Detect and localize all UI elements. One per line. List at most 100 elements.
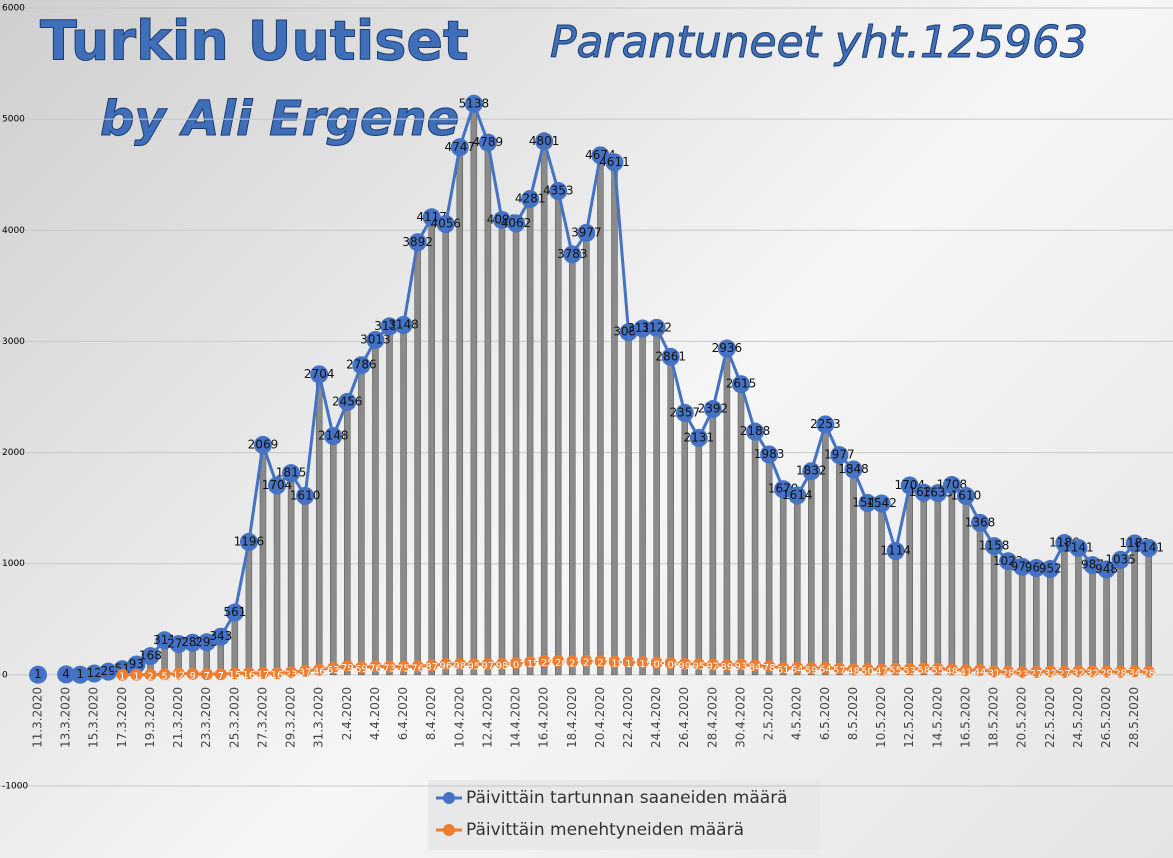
point — [1086, 665, 1099, 678]
drop-bar — [681, 412, 689, 676]
drop-bar — [372, 339, 379, 676]
point — [805, 662, 818, 675]
x-tick-label: 24.4.2020 — [649, 687, 663, 748]
point — [369, 660, 382, 673]
point — [605, 153, 624, 172]
x-tick-label: 19.3.2020 — [143, 687, 157, 748]
data-label: 1610 — [951, 488, 982, 502]
drop-bar — [231, 612, 239, 676]
y-tick-label: 2000 — [2, 448, 25, 458]
data-label: 168 — [139, 649, 162, 663]
point — [774, 480, 793, 499]
x-tick-label: 31.3.2020 — [312, 687, 326, 748]
point — [872, 494, 891, 513]
data-label: 289 — [181, 635, 204, 649]
data-label: 95 — [467, 661, 480, 672]
point — [675, 403, 694, 422]
drop-bar — [864, 502, 871, 676]
drop-bar — [554, 190, 562, 676]
drop-bar — [287, 472, 295, 676]
point — [453, 657, 466, 670]
data-label: 97 — [482, 661, 495, 672]
data-label: 948 — [1095, 562, 1118, 576]
point — [155, 631, 174, 650]
x-tick-label: 28.4.2020 — [705, 687, 719, 748]
point — [1041, 560, 1060, 579]
point — [689, 429, 708, 448]
point — [467, 658, 480, 671]
point — [411, 660, 424, 673]
x-tick-label: 16.4.2020 — [537, 687, 551, 748]
point — [985, 537, 1004, 556]
x-tick-label: 6.5.2020 — [818, 687, 832, 740]
data-label: 2392 — [698, 402, 729, 416]
data-label: 64 — [791, 665, 804, 676]
drop-bar — [330, 435, 337, 676]
data-label: 4281 — [515, 192, 546, 206]
drop-bar — [1145, 547, 1152, 676]
data-label: 23 — [1016, 669, 1029, 680]
data-label: 53 — [903, 666, 916, 677]
x-tick-label: 18.5.2020 — [987, 687, 1001, 748]
data-label: 1848 — [838, 462, 869, 476]
point — [1058, 665, 1071, 678]
point — [510, 656, 523, 669]
x-tick-label: 18.4.2020 — [565, 687, 579, 748]
data-label: 1614 — [782, 488, 813, 502]
data-label: 561 — [223, 605, 246, 619]
data-label: 1704 — [262, 478, 293, 492]
data-label: 4611 — [599, 155, 630, 169]
point — [889, 662, 902, 675]
point — [566, 655, 579, 668]
point — [830, 446, 849, 465]
data-label: 28 — [1142, 669, 1155, 680]
point — [439, 658, 452, 671]
drop-bar — [1103, 569, 1110, 676]
point — [1111, 550, 1130, 569]
point — [450, 138, 469, 157]
legend-marker — [443, 792, 455, 804]
data-label: 126 — [549, 658, 568, 669]
point — [900, 476, 919, 495]
data-label: 3148 — [388, 317, 419, 331]
data-label: 34 — [1128, 668, 1141, 679]
data-label: 4353 — [543, 184, 574, 198]
data-label: 5 — [161, 671, 167, 682]
point — [577, 223, 596, 242]
point — [495, 657, 508, 670]
point — [271, 667, 284, 680]
x-tick-label: 20.4.2020 — [593, 687, 607, 748]
point — [720, 658, 733, 671]
drop-bar — [414, 242, 421, 676]
point — [928, 484, 947, 503]
data-label: 2253 — [810, 417, 841, 431]
point — [633, 319, 652, 338]
data-label: 78 — [763, 663, 776, 674]
data-label: 27 — [1058, 669, 1071, 680]
drop-bar — [498, 219, 506, 676]
point — [341, 660, 354, 673]
point — [355, 661, 368, 674]
point — [481, 658, 494, 671]
point — [703, 400, 722, 419]
point — [563, 245, 582, 264]
data-label: 3013 — [360, 332, 391, 346]
data-label: 95 — [692, 661, 705, 672]
data-label: 106 — [661, 660, 680, 671]
point — [144, 668, 157, 681]
point — [591, 146, 610, 165]
drop-bar — [695, 437, 703, 676]
drop-bar — [1047, 568, 1054, 676]
data-label: 3783 — [557, 247, 588, 261]
data-label: 119 — [605, 659, 624, 670]
point — [366, 330, 385, 349]
data-label: 4789 — [473, 135, 504, 149]
point — [211, 627, 230, 646]
data-label: 2357 — [669, 405, 700, 419]
data-label: 63 — [327, 665, 340, 676]
data-label: 1 — [76, 667, 84, 681]
x-tick-label: 28.5.2020 — [1127, 687, 1141, 748]
point — [1002, 665, 1015, 678]
point — [408, 233, 427, 252]
